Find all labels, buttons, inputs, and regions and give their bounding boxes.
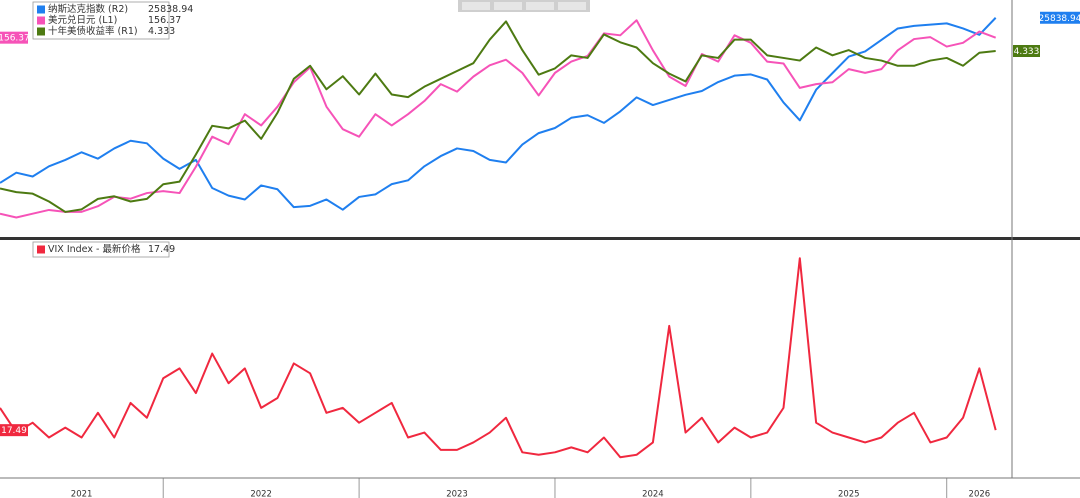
legend-swatch	[37, 27, 45, 36]
legend-label: 美元兑日元 (L1)	[48, 14, 117, 26]
toolbar	[458, 0, 590, 12]
legend-swatch	[37, 245, 45, 254]
legend-label: 纳斯达克指数 (R2)	[48, 3, 128, 15]
toolbar-button[interactable]	[526, 2, 554, 10]
year-label: 2021	[71, 490, 93, 498]
last-value-label: 25838.94	[1039, 14, 1080, 24]
last-value-label: 17.49	[1, 426, 27, 436]
legend-box	[32, 1, 170, 40]
last-value-box	[1013, 45, 1040, 58]
series-line	[0, 17, 997, 211]
toolbar-bg	[458, 0, 590, 12]
line-layer	[0, 17, 997, 459]
year-label: 2023	[446, 490, 468, 498]
last-value-box	[0, 31, 28, 44]
toolbar-button[interactable]	[494, 2, 522, 10]
toolbar-button[interactable]	[558, 2, 586, 10]
legend-value: 25838.94	[148, 4, 193, 15]
legend-label: 十年美债收益率 (R1)	[48, 25, 138, 37]
legend-value: 17.49	[148, 244, 175, 255]
last-value-label: 4.333	[1014, 47, 1040, 57]
legend-label: VIX Index - 最新价格	[48, 243, 141, 255]
series-line	[0, 19, 997, 219]
year-label: 2025	[838, 490, 860, 498]
last-value-box	[0, 424, 28, 437]
last-value-box	[1040, 11, 1080, 24]
legend-box	[32, 241, 170, 258]
series-line	[0, 257, 997, 459]
toolbar-button[interactable]	[462, 2, 490, 10]
year-label: 2024	[642, 490, 664, 498]
series-line	[0, 20, 996, 213]
last-value-label: 156.37	[0, 34, 30, 44]
legend-value: 156.37	[148, 15, 181, 26]
legend-value: 4.333	[148, 26, 175, 37]
year-label: 2026	[969, 490, 991, 498]
legend-swatch	[37, 5, 45, 14]
year-label: 2022	[250, 490, 272, 498]
panel-separator	[0, 237, 1080, 240]
legend-swatch	[37, 16, 45, 25]
